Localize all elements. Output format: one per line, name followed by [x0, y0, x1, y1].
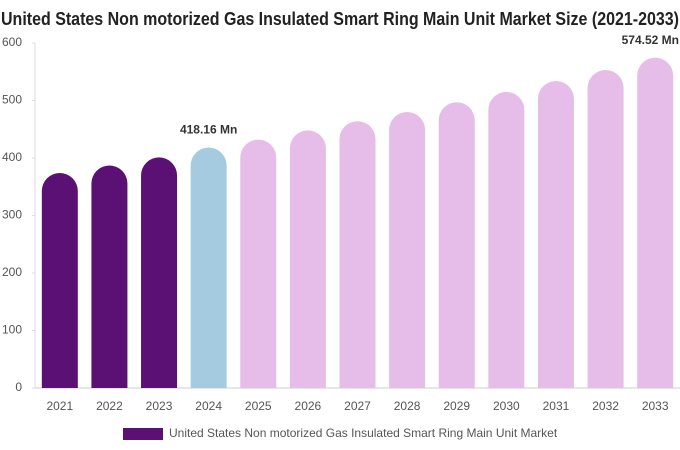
x-tick-label: 2032: [592, 399, 619, 413]
bar: [488, 91, 525, 389]
y-tick-label: 600: [2, 35, 22, 49]
bar: [537, 80, 574, 388]
x-tick-label: 2029: [443, 399, 470, 413]
x-tick-label: 2033: [642, 399, 669, 413]
legend-label: United States Non motorized Gas Insulate…: [169, 426, 558, 440]
bar: [339, 121, 376, 388]
bar: [41, 172, 78, 388]
x-tick-label: 2030: [493, 399, 520, 413]
x-tick-label: 2027: [344, 399, 371, 413]
x-tick-label: 2024: [195, 399, 222, 413]
x-tick-label: 2021: [46, 399, 73, 413]
chart-title: United States Non motorized Gas Insulate…: [1, 9, 679, 29]
x-tick-label: 2023: [146, 399, 173, 413]
y-tick-label: 300: [2, 208, 22, 222]
y-tick-label: 0: [15, 380, 22, 394]
bar: [240, 139, 277, 388]
y-tick-label: 200: [2, 265, 22, 279]
x-tick-label: 2025: [245, 399, 272, 413]
legend-swatch: [123, 428, 163, 440]
x-tick-label: 2031: [543, 399, 570, 413]
x-tick-label: 2026: [295, 399, 322, 413]
x-tick-label: 2028: [394, 399, 421, 413]
bar: [91, 165, 128, 388]
bar: [587, 70, 624, 389]
y-tick-label: 500: [2, 93, 22, 107]
y-tick-label: 400: [2, 150, 22, 164]
bar: [438, 102, 475, 388]
bar: [141, 157, 178, 388]
data-label: 418.16 Mn: [180, 123, 237, 137]
data-label: 574.52 Mn: [622, 33, 679, 47]
bar: [190, 147, 227, 388]
bar: [289, 130, 326, 388]
bar: [637, 57, 674, 389]
y-tick-label: 100: [2, 323, 22, 337]
bar: [389, 112, 426, 388]
x-tick-label: 2022: [96, 399, 123, 413]
